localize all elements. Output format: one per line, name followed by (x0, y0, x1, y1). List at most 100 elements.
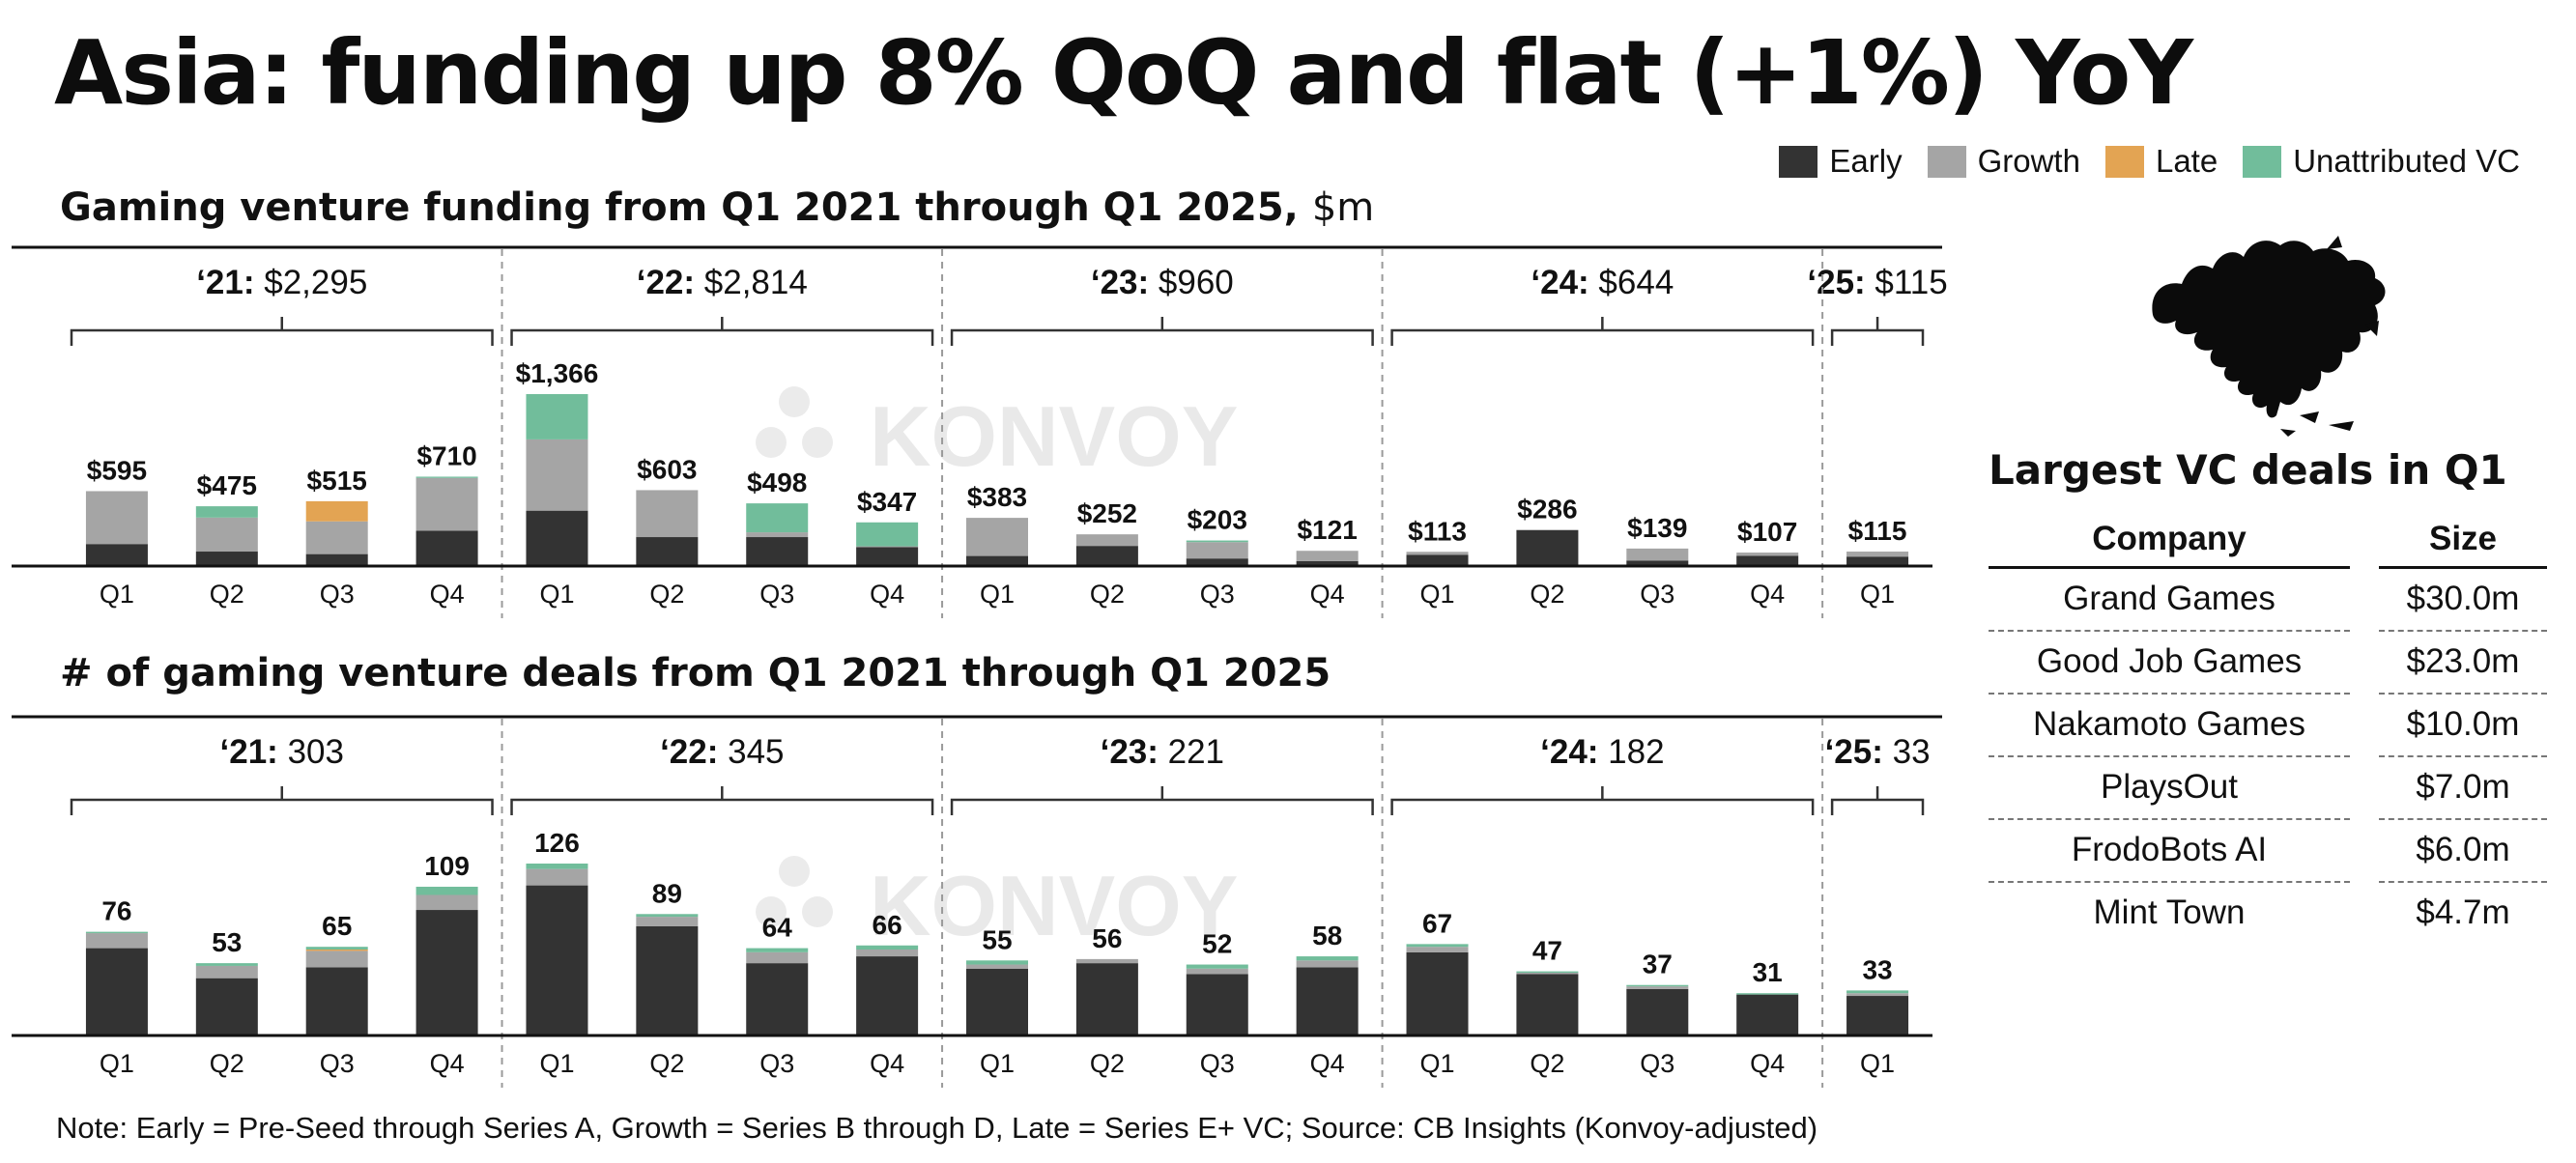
deals-total-label: 76 (101, 896, 131, 926)
watermark-text: KONVOY (870, 388, 1238, 484)
table-row: Grand Games $30.0m (1989, 567, 2547, 632)
deals-bar-growth (746, 951, 809, 964)
funding-total-label: $107 (1737, 517, 1797, 547)
funding-year-total: $644 (1589, 264, 1674, 301)
deals-bar-unattributed-vc (1516, 971, 1579, 974)
deals-bar-unattributed-vc (636, 914, 699, 918)
deals-bar-growth (1296, 960, 1359, 968)
page-title: Asia: funding up 8% QoQ and flat (+1%) Y… (54, 21, 2193, 125)
deals-x-tick-label: Q3 (759, 1049, 794, 1078)
funding-total-label: $383 (967, 482, 1027, 512)
deals-total-label: 66 (873, 910, 902, 940)
deals-total-label: 64 (762, 913, 793, 943)
deals-year-bracket (1390, 786, 1815, 815)
funding-year-bracket (70, 317, 494, 346)
deals-bar-early (1186, 974, 1248, 1035)
company-cell: Grand Games (1989, 567, 2350, 632)
funding-bar-growth (305, 521, 368, 554)
deals-bar-growth (415, 894, 478, 911)
deals-bar-early (1296, 967, 1359, 1035)
watermark-dot-icon (779, 386, 810, 417)
spacer-cell (2350, 756, 2379, 819)
funding-total-label: $1,366 (516, 358, 599, 388)
funding-year-total-label: ‘23: $960 (1091, 264, 1234, 301)
funding-bar-early (1736, 555, 1799, 566)
legend-item-early: Early (1779, 143, 1903, 180)
deals-bar-growth (856, 950, 919, 957)
deals-bar-growth (1846, 993, 1909, 997)
funding-bar-growth (636, 490, 699, 538)
funding-x-tick-label: Q1 (100, 580, 134, 609)
funding-x-tick-label: Q4 (870, 580, 904, 609)
deals-year-total-label: ‘23: 221 (1101, 733, 1224, 771)
funding-x-tick-label: Q1 (1420, 580, 1455, 609)
deals-x-tick-label: Q4 (430, 1049, 465, 1078)
deals-bar-early (195, 978, 258, 1035)
company-cell: PlaysOut (1989, 756, 2350, 820)
funding-bar-growth (1626, 548, 1689, 561)
size-cell: $6.0m (2379, 819, 2547, 883)
funding-x-tick-label: Q3 (320, 580, 355, 609)
deals-bar-unattributed-vc (1186, 964, 1248, 969)
deals-total-label: 126 (534, 828, 580, 858)
deals-x-tick-label: Q3 (1640, 1049, 1674, 1078)
deals-x-tick-label: Q4 (870, 1049, 904, 1078)
funding-bar-early (1296, 560, 1359, 566)
funding-total-label: $121 (1297, 515, 1357, 545)
deals-year-total-label: ‘25: 33 (1825, 733, 1931, 771)
deals-x-tick-label: Q2 (1090, 1049, 1125, 1078)
deals-bar-early (415, 910, 478, 1035)
deals-x-tick-label: Q2 (649, 1049, 684, 1078)
funding-bar-growth (85, 491, 148, 545)
deals-x-tick-label: Q4 (1750, 1049, 1785, 1078)
deals-total-label: 33 (1862, 954, 1892, 984)
funding-total-label: $115 (1848, 516, 1907, 546)
funding-chart-unit: $m (1311, 185, 1375, 230)
deals-year-bracket (70, 786, 494, 815)
funding-year-total-label: ‘25: $115 (1807, 264, 1947, 301)
watermark-dot-icon (779, 856, 810, 887)
funding-year-label: ‘23: (1091, 264, 1149, 301)
funding-bar-early (1626, 560, 1689, 566)
spacer-cell (2350, 631, 2379, 694)
funding-total-label: $113 (1408, 516, 1467, 546)
funding-year-bracket (510, 317, 934, 346)
deals-bar-growth (1406, 947, 1469, 952)
deals-bar-unattributed-vc (415, 887, 478, 895)
watermark-dot-icon (756, 896, 787, 927)
deals-bar-early (966, 968, 1028, 1035)
deals-bar-growth (526, 868, 588, 886)
legend-item-growth: Growth (1927, 143, 2080, 180)
funding-bar-growth (1406, 552, 1469, 555)
funding-x-tick-label: Q4 (1750, 580, 1785, 609)
legend-label-unattributed: Unattributed VC (2293, 143, 2520, 179)
funding-x-tick-label: Q4 (430, 580, 465, 609)
deals-bar-early (746, 963, 809, 1035)
deals-bar-unattributed-vc (1736, 993, 1799, 995)
deals-bar-early (1406, 951, 1469, 1035)
deals-bar-growth (966, 964, 1028, 969)
deals-bar-early (1516, 974, 1579, 1035)
legend-swatch-unattributed (2243, 145, 2282, 178)
funding-chart-title-text: Gaming venture funding from Q1 2021 thro… (60, 185, 1299, 230)
funding-bar-early (746, 537, 809, 566)
funding-x-tick-label: Q3 (759, 580, 794, 609)
funding-bar-early (305, 553, 368, 566)
deals-total-label: 55 (982, 924, 1012, 954)
deals-bar-growth (636, 917, 699, 926)
deals-bar-growth (85, 933, 148, 949)
funding-bar-early (636, 537, 699, 566)
deals-bar-early (526, 885, 588, 1035)
deals-chart-title: # of gaming venture deals from Q1 2021 t… (60, 651, 1331, 695)
watermark-dot-icon (756, 427, 787, 458)
chart-legend: Early Growth Late Unattributed VC (1779, 143, 2520, 180)
deals-year-label: ‘24: (1540, 733, 1598, 771)
company-cell: Nakamoto Games (1989, 694, 2350, 757)
funding-total-label: $515 (307, 466, 367, 496)
table-row: FrodoBots AI $6.0m (1989, 819, 2547, 883)
deals-year-label: ‘23: (1101, 733, 1159, 771)
funding-year-label: ‘22: (637, 264, 695, 301)
deals-chart: KONVOY‘21: 303 ‘22: 345 ‘23: 221 ‘24: 182 ‘2… (12, 715, 1942, 1088)
size-cell: $4.7m (2416, 894, 2510, 931)
funding-year-total-label: ‘24: $644 (1531, 264, 1674, 301)
